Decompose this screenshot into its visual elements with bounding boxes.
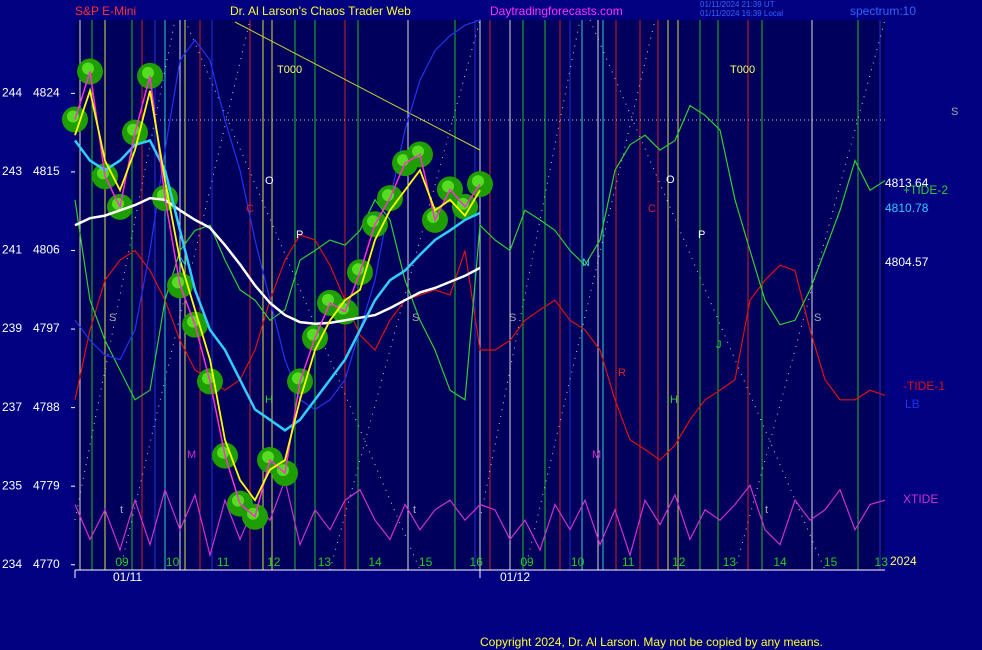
x-tick-label: 16 bbox=[470, 555, 484, 569]
series-label: XTIDE bbox=[903, 492, 938, 506]
series-line bbox=[73, 139, 481, 432]
annotation: S bbox=[951, 106, 958, 118]
alt-y-label: 239 bbox=[2, 321, 22, 335]
annotation: P bbox=[698, 229, 705, 241]
y-tick-label: 4770 bbox=[33, 557, 60, 571]
price-blob-core bbox=[172, 276, 184, 289]
series-line bbox=[74, 19, 481, 411]
price-blob-core bbox=[277, 464, 289, 477]
series-line bbox=[74, 478, 886, 558]
timestamp: 01/11/2024 16:39 Local bbox=[700, 9, 783, 18]
copyright: Copyright 2024, Dr. Al Larson. May not b… bbox=[480, 635, 823, 649]
price-blob-core bbox=[292, 372, 304, 385]
annotation: S bbox=[109, 312, 116, 324]
x-tick-label: 13 bbox=[723, 555, 737, 569]
x-tick-label: 10 bbox=[166, 555, 180, 569]
price-blob-core bbox=[67, 110, 79, 123]
annotation: C bbox=[648, 203, 656, 215]
annotation: S bbox=[509, 312, 516, 324]
annotation: N bbox=[179, 256, 187, 268]
y-tick-label: 4788 bbox=[33, 400, 60, 414]
last-value-label: 4804.57 bbox=[885, 255, 929, 269]
price-blob-core bbox=[412, 145, 424, 158]
dotted-diagonal bbox=[74, 19, 176, 521]
annotation: C bbox=[246, 203, 254, 215]
price-blob-core bbox=[202, 372, 214, 385]
last-value-label: 4810.78 bbox=[885, 201, 929, 215]
x-tick-label: 14 bbox=[773, 555, 787, 569]
annotation: M bbox=[187, 449, 196, 461]
annotation: P bbox=[296, 229, 303, 241]
x-tick-label: 13 bbox=[318, 555, 332, 569]
timestamp: 01/11/2024 21:39 UT bbox=[700, 0, 775, 9]
annotation: t bbox=[765, 504, 768, 516]
y-tick-label: 4797 bbox=[33, 321, 60, 335]
price-blob-core bbox=[472, 175, 484, 188]
last-value-label: 4813.64 bbox=[885, 176, 929, 190]
x-tick-label: 12 bbox=[267, 555, 281, 569]
trend-line bbox=[234, 21, 481, 151]
annotation: T000 bbox=[730, 64, 755, 76]
series-line bbox=[74, 87, 481, 502]
annotation: H bbox=[265, 394, 273, 406]
site: Daytradingforecasts.com bbox=[490, 4, 623, 18]
chart-title: Dr. Al Larson's Chaos Trader Web bbox=[230, 4, 411, 18]
price-blob-core bbox=[367, 215, 379, 228]
annotation: H bbox=[670, 394, 678, 406]
series-line bbox=[74, 196, 481, 326]
alt-y-label: 235 bbox=[2, 478, 22, 492]
annotation: S bbox=[412, 312, 419, 324]
series-label: -TIDE-1 bbox=[903, 379, 945, 393]
price-blob-core bbox=[352, 263, 364, 276]
x-tick-label: 09 bbox=[115, 555, 129, 569]
x-tick-label: 13 bbox=[875, 555, 889, 569]
x-tick-label: 15 bbox=[419, 555, 433, 569]
annotation: O bbox=[265, 175, 274, 187]
price-blob-core bbox=[142, 66, 154, 79]
x-tick-label: 12 bbox=[672, 555, 686, 569]
instrument: S&P E-Mini bbox=[75, 4, 136, 18]
y-tick-label: 4815 bbox=[33, 164, 60, 178]
x-tick-label: 11 bbox=[622, 555, 635, 569]
x-tick-label: 09 bbox=[520, 555, 534, 569]
price-blob-core bbox=[307, 328, 319, 341]
date-label: 01/12 bbox=[500, 570, 530, 584]
annotation: S bbox=[814, 312, 821, 324]
price-blob-core bbox=[82, 62, 94, 75]
alt-y-label: 237 bbox=[2, 400, 22, 414]
annotation: T000 bbox=[277, 64, 302, 76]
spectrum: spectrum:10 bbox=[850, 4, 916, 18]
annotation: M bbox=[592, 449, 601, 461]
y-tick-label: 4779 bbox=[33, 478, 60, 492]
x-tick-label: 14 bbox=[368, 555, 382, 569]
series-label: LB bbox=[905, 397, 920, 411]
series-line bbox=[74, 71, 481, 519]
alt-y-label: 243 bbox=[2, 164, 22, 178]
price-blob-core bbox=[442, 180, 454, 193]
annotation: R bbox=[618, 367, 626, 379]
annotation: N bbox=[582, 257, 590, 269]
annotation: O bbox=[666, 174, 675, 186]
series-label: +TIDE-2 bbox=[903, 183, 948, 197]
alt-y-label: 234 bbox=[2, 557, 22, 571]
alt-y-label: 244 bbox=[2, 86, 22, 100]
annotation: t bbox=[413, 504, 416, 516]
annotation: J bbox=[716, 339, 722, 351]
x-tick-label: 15 bbox=[824, 555, 838, 569]
price-blob-core bbox=[217, 446, 229, 459]
annotation: t bbox=[120, 504, 123, 516]
series-line bbox=[74, 104, 886, 401]
alt-y-label: 241 bbox=[2, 243, 22, 257]
price-blob-core bbox=[427, 210, 439, 223]
price-blob-core bbox=[382, 189, 394, 202]
x-tick-label: 11 bbox=[217, 555, 230, 569]
price-blob-core bbox=[187, 315, 199, 328]
y-tick-label: 4806 bbox=[33, 243, 60, 257]
dotted-diagonal bbox=[479, 19, 581, 521]
date-label: 01/11 bbox=[113, 570, 142, 584]
y-tick-label: 4824 bbox=[33, 86, 60, 100]
x-tick-label: 10 bbox=[571, 555, 585, 569]
year-label: 2024 bbox=[890, 554, 917, 568]
